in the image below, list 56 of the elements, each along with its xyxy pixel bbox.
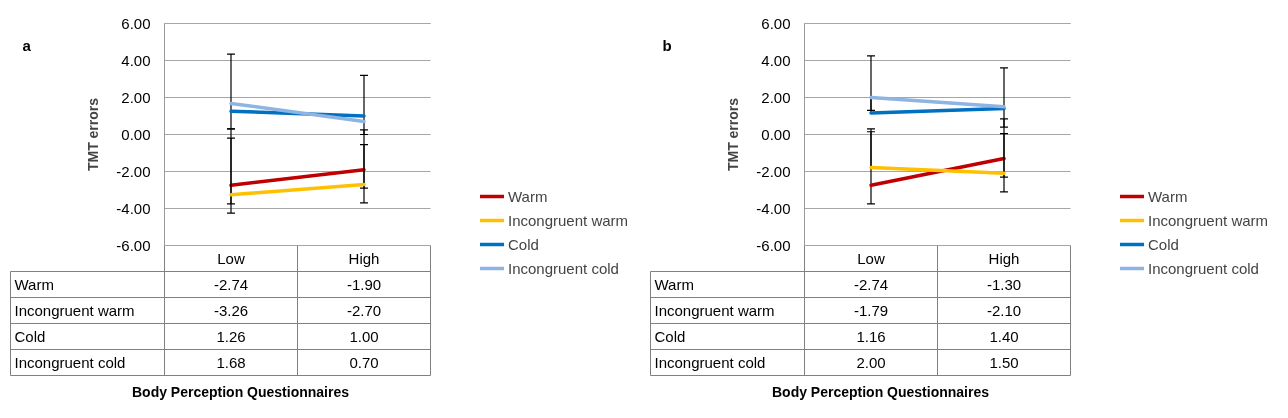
y-tick-label: -4.00 (756, 199, 791, 217)
data-label: -3.26 (213, 301, 249, 319)
y-tick-label: -6.00 (756, 236, 791, 254)
data-label: 0.70 (349, 353, 379, 371)
legend-label: Incongruent warm (508, 211, 629, 229)
legend-label: Warm (508, 187, 548, 205)
y-tick-label: 0.00 (761, 125, 791, 143)
data-label: 1.16 (856, 327, 886, 345)
legend-label: Cold (508, 235, 539, 253)
text: a (22, 37, 32, 54)
y-tick-label: 4.00 (121, 51, 151, 69)
y-axis-title: TMT errors (725, 97, 742, 172)
legend-label: Incongruent warm (1148, 211, 1269, 229)
text: Incongruent cold (654, 354, 766, 371)
text: Warm (654, 276, 694, 293)
data-label: 1.00 (349, 327, 379, 345)
y-tick-label: 2.00 (121, 88, 151, 106)
text: Incongruent warm (14, 302, 135, 319)
data-label: -1.79 (853, 301, 889, 319)
legend-label: Incongruent cold (1148, 259, 1259, 277)
y-tick-label: 0.00 (121, 125, 151, 143)
data-label: -1.30 (986, 275, 1022, 293)
data-label: -1.90 (346, 275, 382, 293)
data-label: 2.00 (856, 353, 886, 371)
text: Incongruent warm (654, 302, 775, 319)
legend-label: Warm (1148, 187, 1188, 205)
data-label: 1.26 (216, 327, 246, 345)
y-tick-label: -4.00 (116, 199, 151, 217)
x-tick-label: High (348, 250, 380, 267)
data-label: -2.74 (853, 275, 889, 293)
data-label: 1.50 (989, 353, 1019, 371)
data-label: 1.40 (989, 327, 1019, 345)
y-axis-title: TMT errors (85, 97, 102, 172)
y-tick-label: -6.00 (116, 236, 151, 254)
x-tick-label: High (988, 250, 1020, 267)
data-label: -2.10 (986, 301, 1022, 319)
data-label: 1.68 (216, 353, 246, 371)
legend-label: Cold (1148, 235, 1179, 253)
y-tick-label: 2.00 (761, 88, 791, 106)
y-tick-label: -2.00 (756, 162, 791, 180)
text: Cold (14, 328, 46, 345)
legend-label: Incongruent cold (508, 259, 619, 277)
x-tick-label: Low (857, 250, 885, 267)
text: Incongruent cold (14, 354, 126, 371)
x-axis-title: Body Perception Questionnaires (771, 383, 990, 400)
y-tick-label: 4.00 (761, 51, 791, 69)
text: b (662, 37, 672, 54)
y-tick-label: 6.00 (761, 14, 791, 32)
text: Warm (14, 276, 54, 293)
y-tick-label: 6.00 (121, 14, 151, 32)
text: Cold (654, 328, 686, 345)
y-tick-label: -2.00 (116, 162, 151, 180)
data-label: -2.70 (346, 301, 382, 319)
x-tick-label: Low (217, 250, 245, 267)
x-axis-title: Body Perception Questionnaires (131, 383, 350, 400)
data-label: -2.74 (213, 275, 249, 293)
